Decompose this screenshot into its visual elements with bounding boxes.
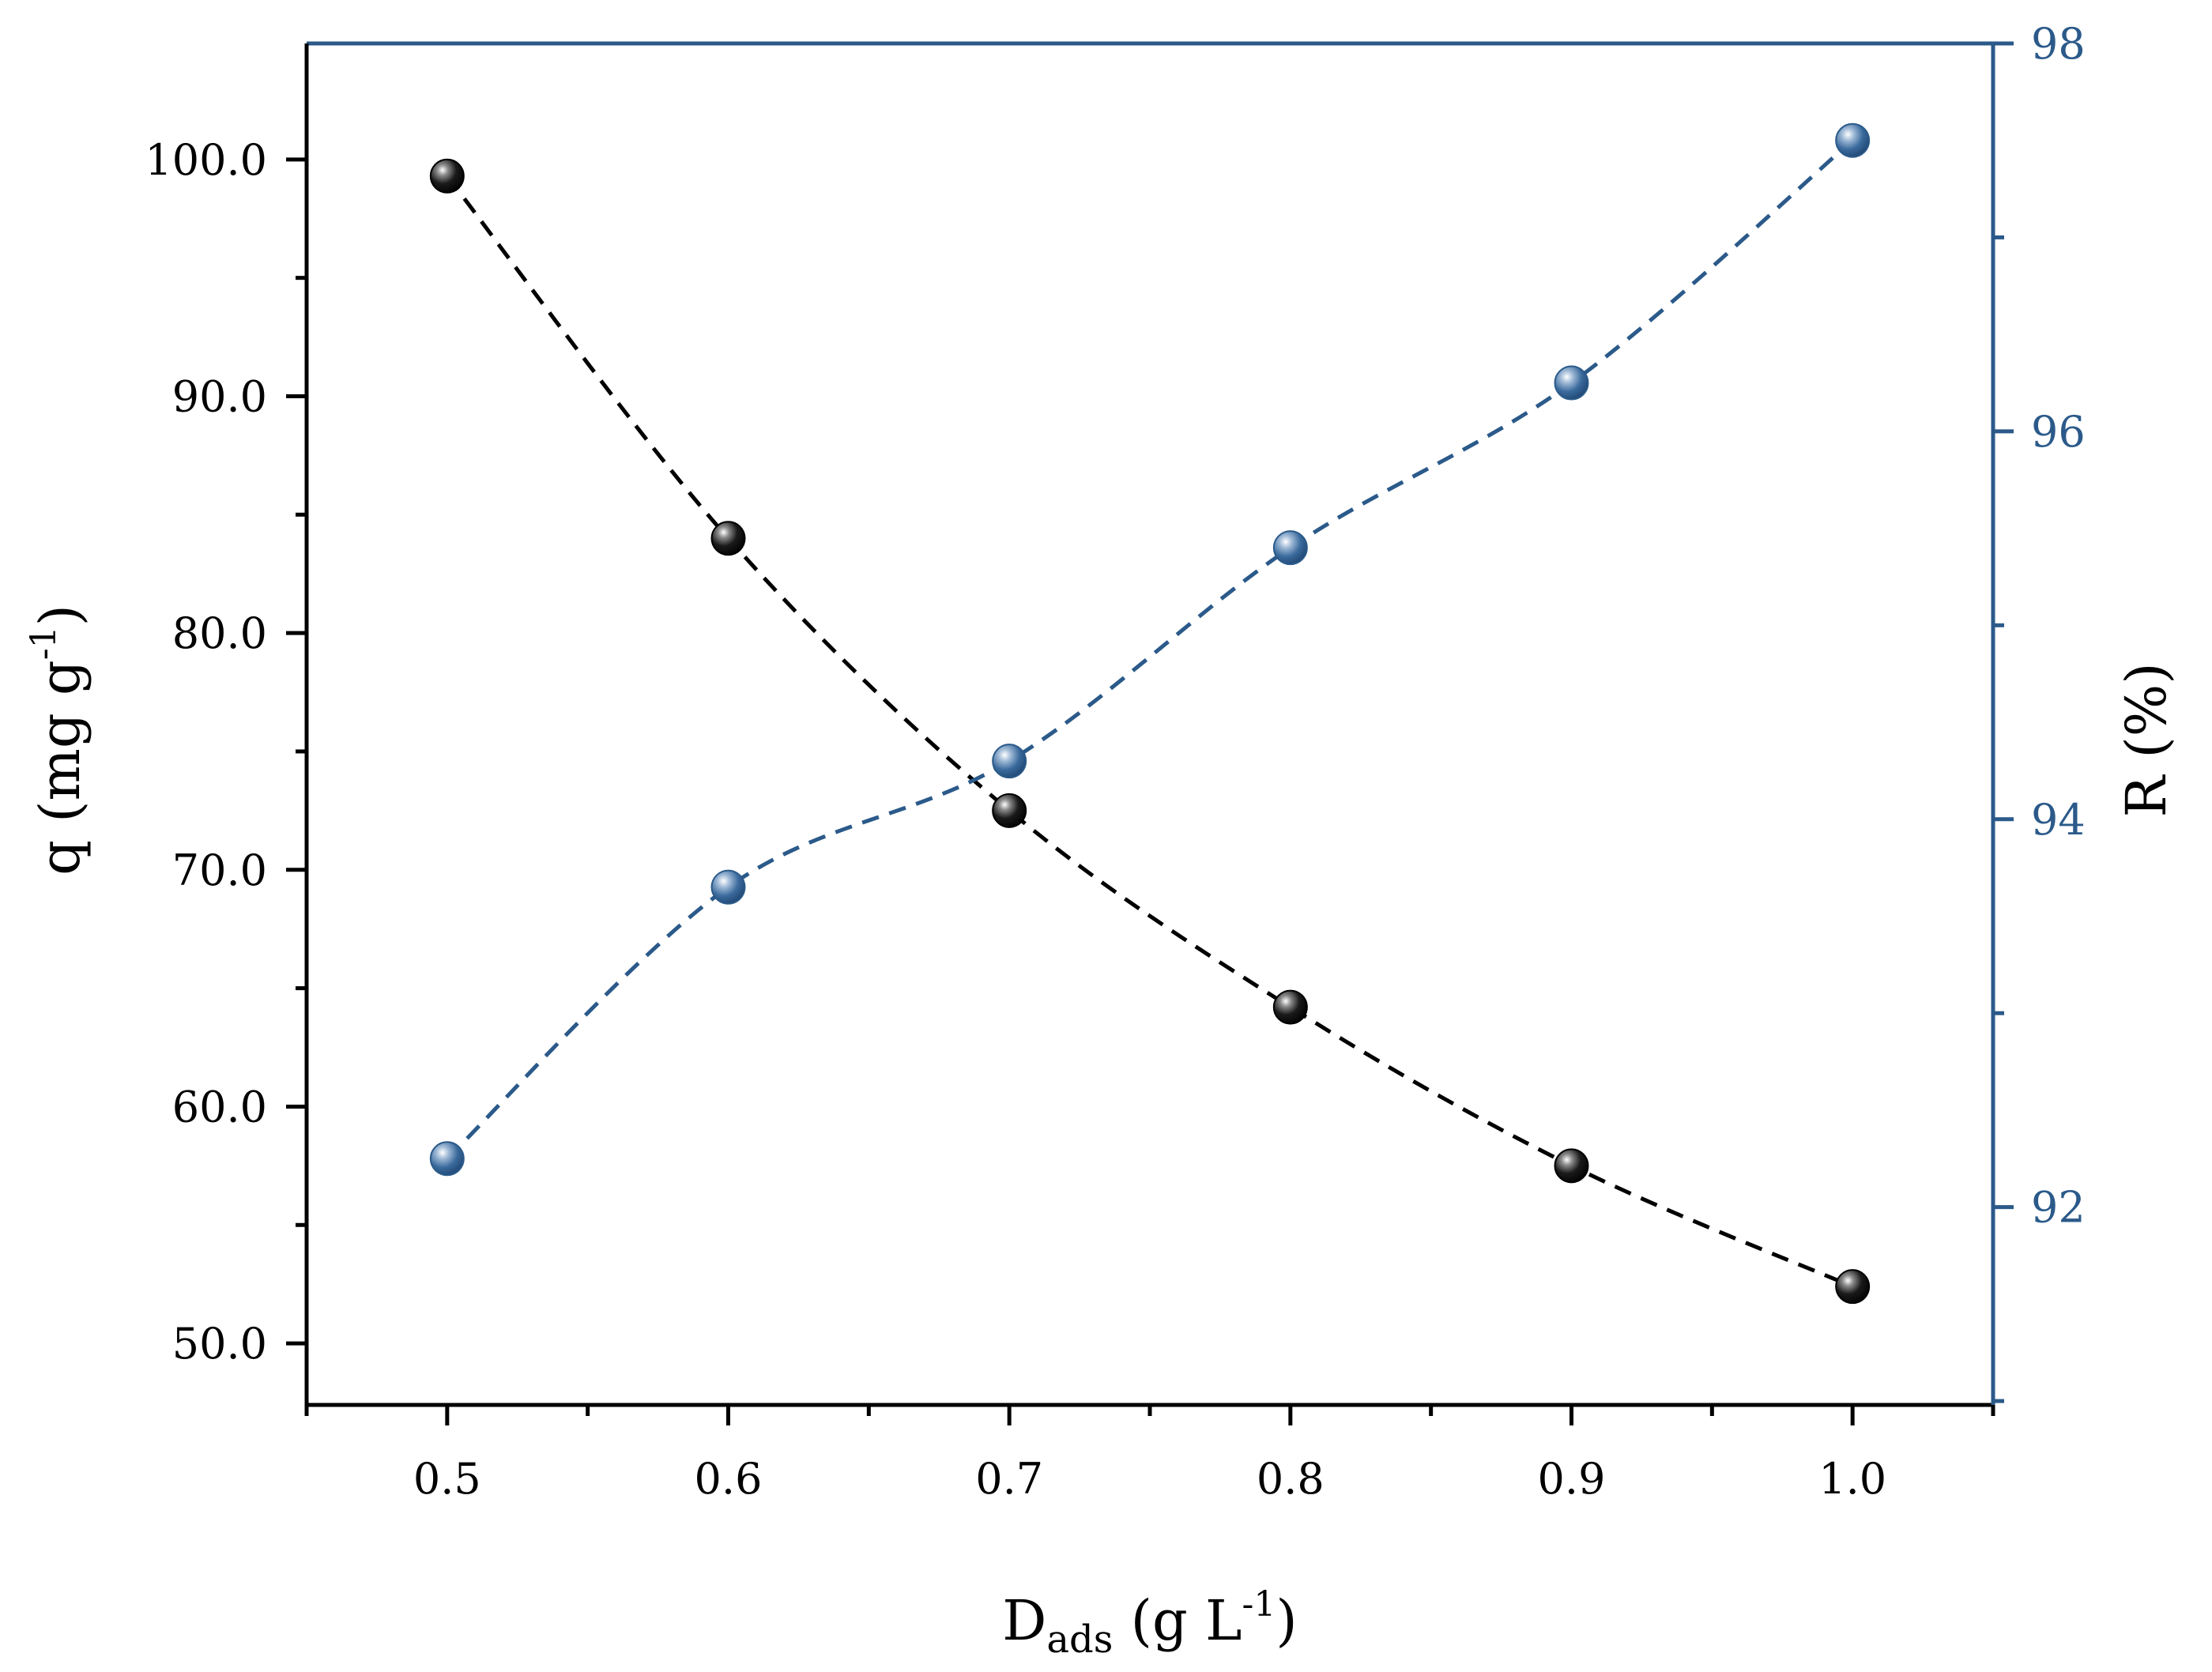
y-right-tick-label-98: 98 [2031,19,2086,69]
point-q-0.7 [992,793,1027,828]
point-q-0.6 [710,521,746,556]
point-q-0.5 [429,158,465,194]
y-left-tick-label-70: 70.0 [172,845,267,895]
x-tick-label-1.0: 1.0 [1818,1454,1886,1504]
point-q-0.9 [1554,1148,1589,1184]
y-right-tick-label-94: 94 [2031,795,2086,845]
point-R-1 [1835,122,1871,158]
series-line-q [445,175,1854,1289]
y-right-axis-title: R (%) [2114,662,2179,817]
point-R-0.8 [1272,530,1308,566]
y-right-tick-label-96: 96 [2031,407,2086,457]
y-left-tick-label-100: 100.0 [145,135,267,185]
y-left-tick-label-80: 80.0 [172,608,267,658]
y-left-axis-title: q (mg g-1) [24,604,92,876]
x-tick-label-0.5: 0.5 [413,1454,481,1504]
x-tick-label-0.7: 0.7 [975,1454,1043,1504]
x-tick-label-0.9: 0.9 [1538,1454,1606,1504]
point-R-0.6 [710,869,746,905]
point-R-0.7 [992,744,1027,779]
x-axis-title: Dads (g L-1) [1002,1584,1297,1662]
point-q-1 [1835,1269,1871,1305]
y-right-tick-label-92: 92 [2031,1183,2086,1233]
y-left-tick-label-50: 50.0 [172,1319,267,1369]
series-line-R [446,138,1854,1161]
y-left-tick-label-60: 60.0 [172,1082,267,1132]
point-q-0.8 [1272,989,1308,1025]
x-tick-label-0.8: 0.8 [1257,1454,1325,1504]
point-R-0.9 [1554,365,1589,401]
point-R-0.5 [429,1141,465,1177]
x-tick-label-0.6: 0.6 [695,1454,763,1504]
y-left-tick-label-90: 90.0 [172,371,267,421]
